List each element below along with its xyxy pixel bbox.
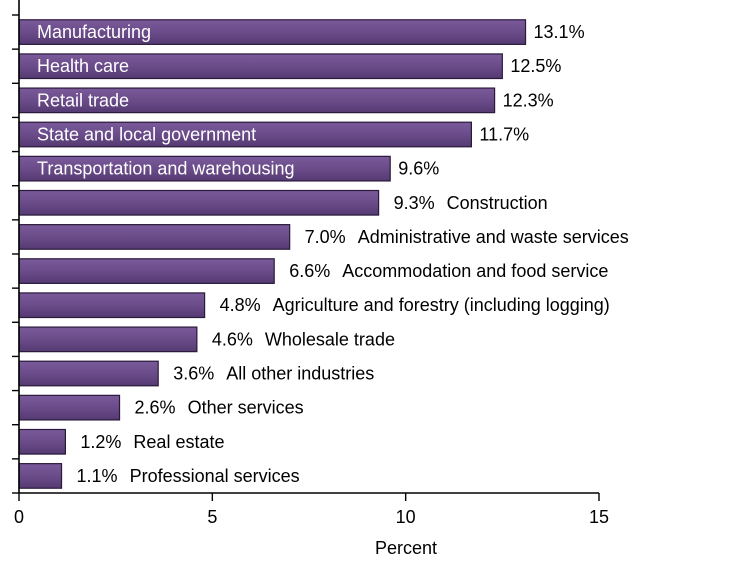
category-label: All other industries (226, 364, 374, 384)
category-label: Administrative and waste services (358, 227, 629, 247)
bar-label: 2.6% Other services (135, 398, 304, 418)
value-label: 9.6% (398, 159, 439, 179)
axes-group: 0 5 10 15 (12, 0, 609, 527)
bars-group: Manufacturing 13.1% Health care 12.5% Retail… (18, 19, 629, 489)
category-label: Other services (188, 398, 304, 418)
category-label: Agriculture and forestry (including logg… (273, 295, 610, 315)
category-label: Manufacturing (37, 22, 151, 42)
bar-label: 6.6% Accommodation and food service (289, 261, 608, 281)
category-label: Accommodation and food service (342, 261, 608, 281)
bar (18, 360, 159, 387)
value-label: 3.6% (173, 364, 214, 384)
bar-label: 1.1% Professional services (77, 466, 300, 486)
bar-label: 3.6% All other industries (173, 364, 374, 384)
value-label: 6.6% (289, 261, 330, 281)
bar-label: 9.3% Construction (394, 193, 548, 213)
bar (18, 224, 291, 250)
bar (18, 87, 496, 114)
value-label: 13.1% (534, 22, 585, 42)
value-label: 7.0% (305, 227, 346, 247)
bar-label: 7.0% Administrative and waste services (305, 227, 629, 247)
x-axis-title: Percent (375, 538, 437, 558)
value-label: 1.1% (77, 466, 118, 486)
x-tick-label: 5 (207, 507, 217, 527)
x-tick-label: 0 (14, 507, 24, 527)
value-label: 9.3% (394, 193, 435, 213)
bar (18, 394, 121, 421)
bar (18, 155, 391, 182)
value-label: 4.6% (212, 329, 253, 349)
category-label: Professional services (130, 466, 300, 486)
bar (18, 53, 503, 80)
value-label: 4.8% (220, 295, 261, 315)
bar (18, 189, 380, 216)
bar (18, 292, 206, 319)
bar-label: 4.6% Wholesale trade (212, 329, 395, 349)
x-tick-label: 10 (396, 507, 416, 527)
category-label: Wholesale trade (265, 329, 395, 349)
bar-label: 1.2% Real estate (80, 432, 224, 452)
bar-label: 4.8% Agriculture and forestry (including … (220, 295, 610, 315)
value-label: 2.6% (135, 398, 176, 418)
bar (18, 428, 67, 455)
category-label: Retail trade (37, 90, 129, 110)
bar (18, 258, 275, 284)
bar (18, 326, 198, 353)
category-label: Construction (447, 193, 548, 213)
category-label: Real estate (133, 432, 224, 452)
value-label: 11.7% (479, 125, 529, 145)
category-label: Health care (37, 56, 129, 76)
bar (18, 463, 63, 489)
category-label: State and local government (37, 125, 256, 145)
value-label: 1.2% (80, 432, 121, 452)
x-tick-label: 15 (589, 507, 609, 527)
category-label: Transportation and warehousing (37, 159, 295, 179)
bar (18, 121, 472, 148)
value-label: 12.3% (503, 90, 554, 110)
value-label: 12.5% (510, 56, 561, 76)
